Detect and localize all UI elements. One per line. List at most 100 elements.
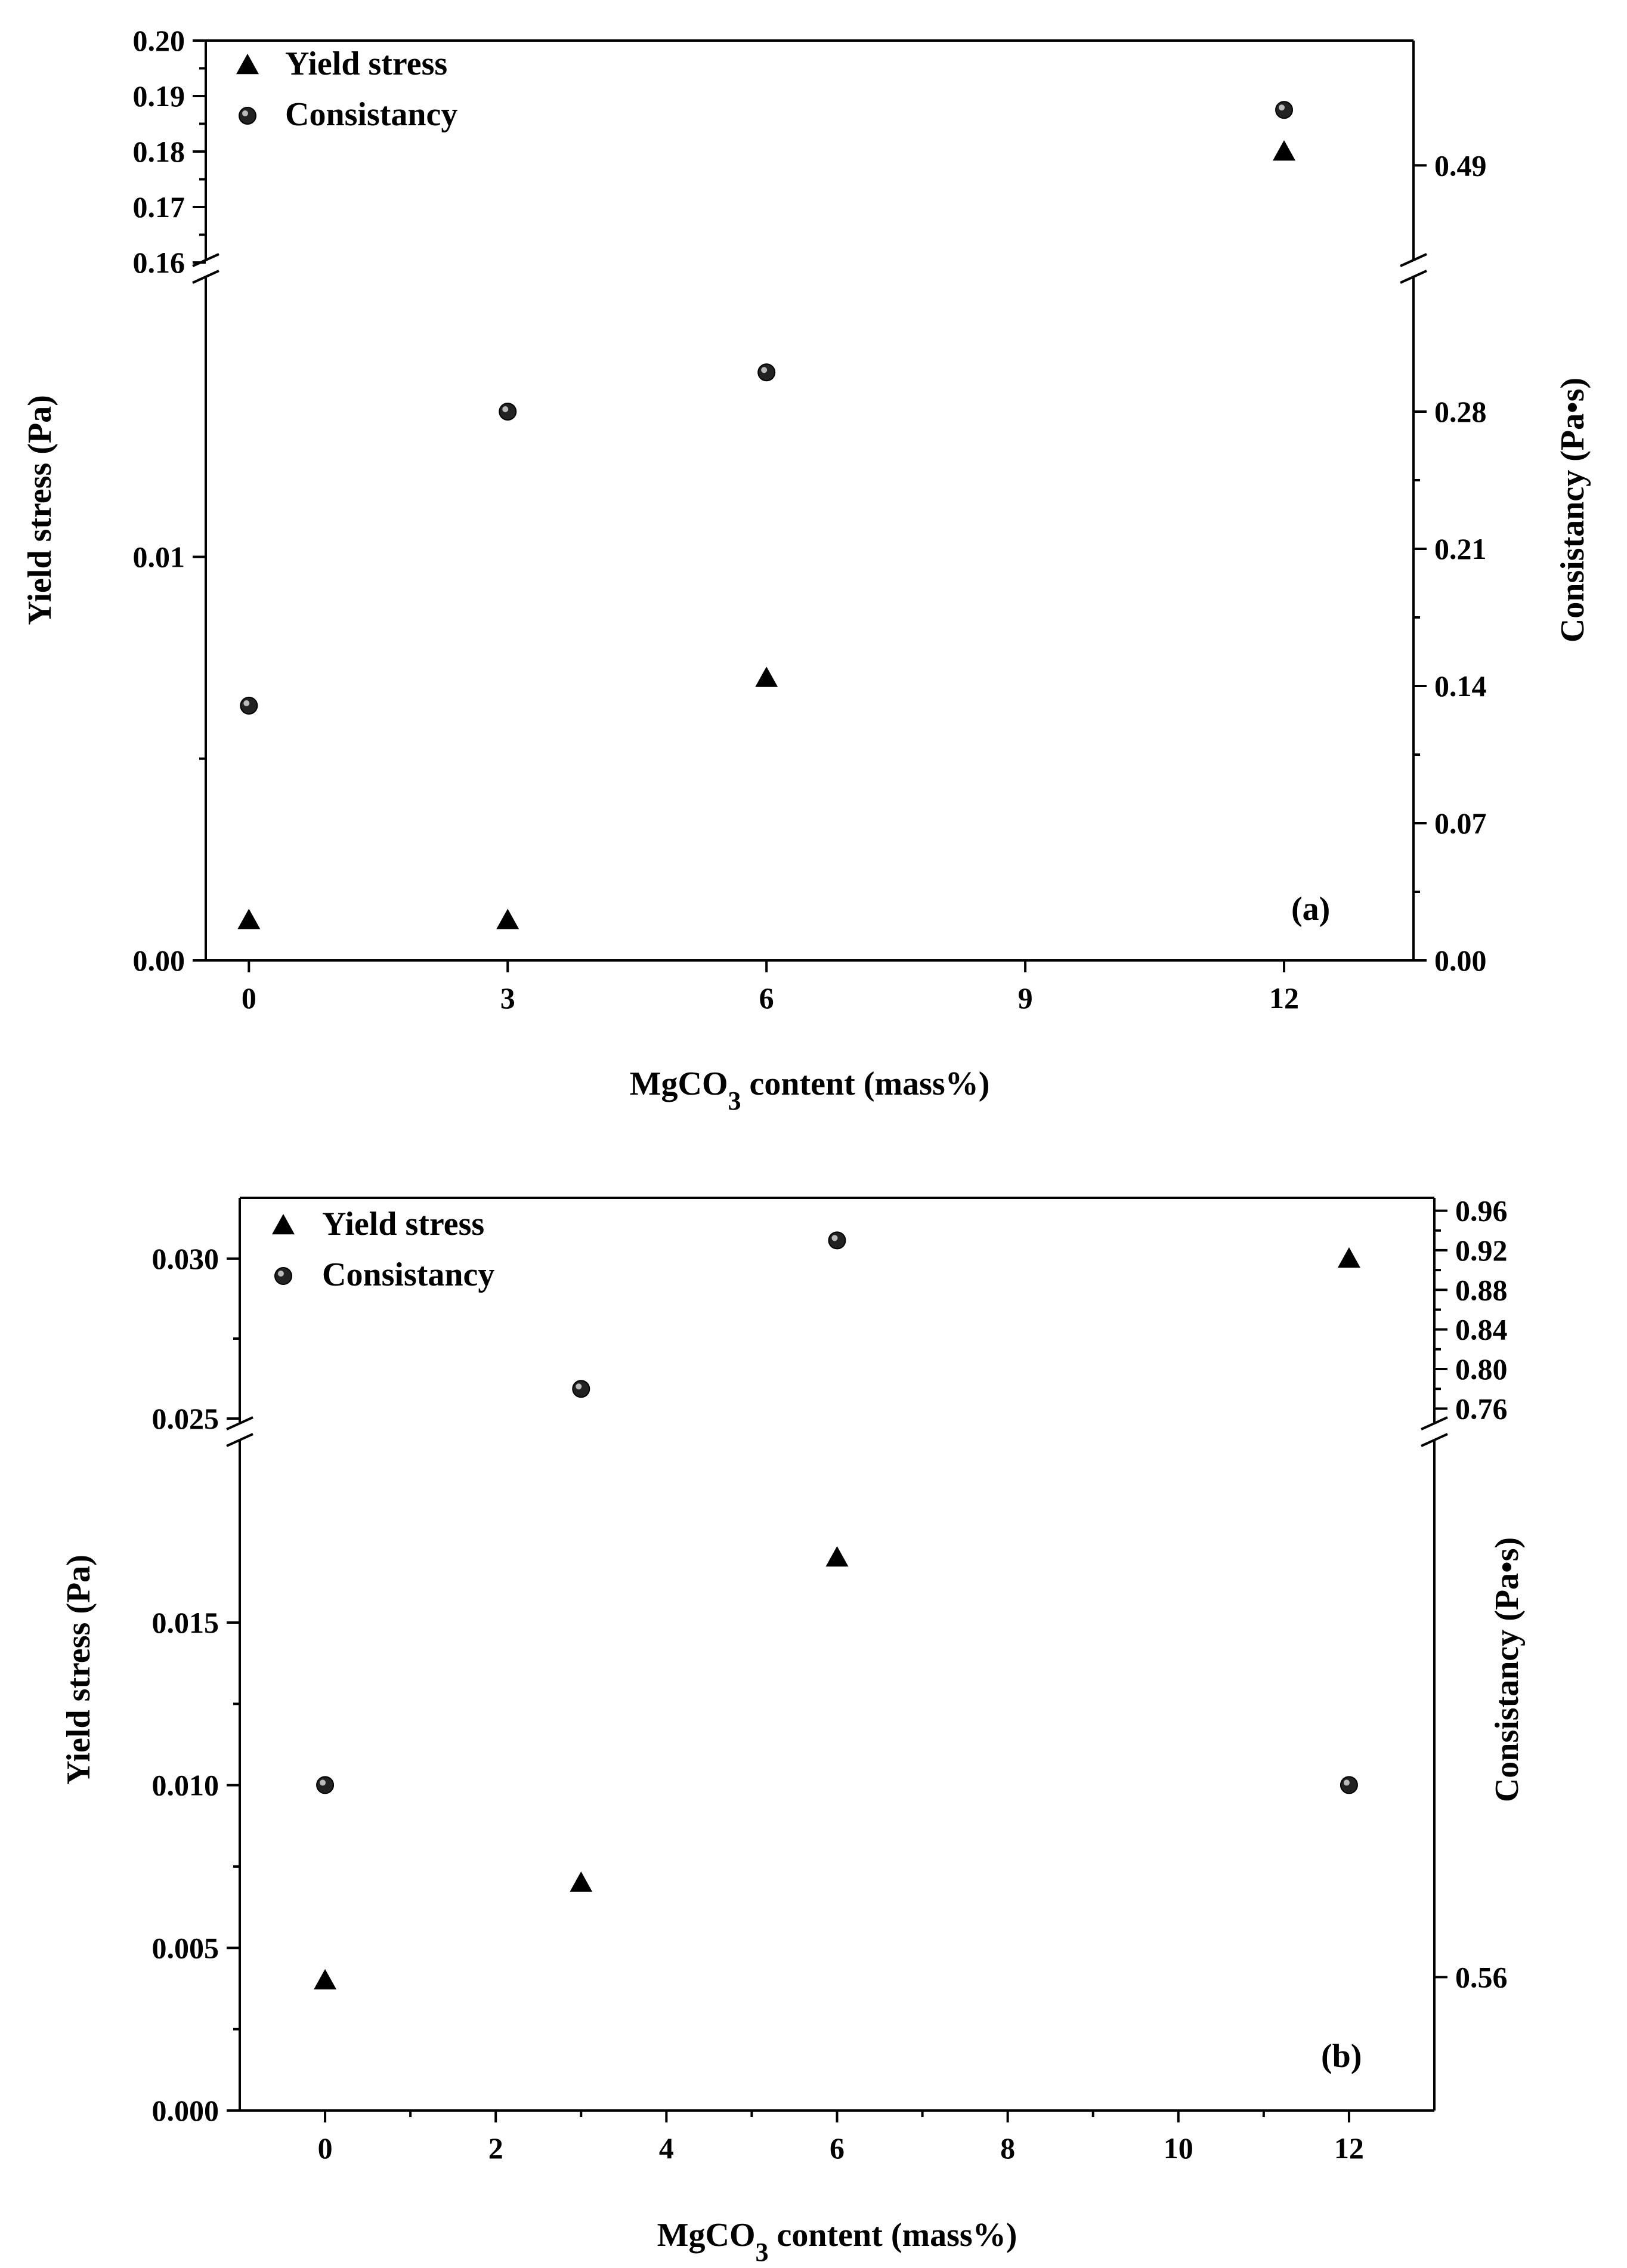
- y-left-tick-label: 0.005: [152, 1931, 219, 1964]
- marker-highlight: [320, 1779, 326, 1786]
- y-right-tick-label: 0.76: [1455, 1392, 1508, 1425]
- axis-break-mark: [1400, 270, 1427, 284]
- y-right-tick-label: 0.07: [1434, 807, 1487, 840]
- marker-highlight: [1279, 104, 1285, 111]
- consistancy-point: [316, 1776, 335, 1794]
- y-right-tick-label: 0.56: [1455, 1960, 1508, 1994]
- y-left-tick-label: 0.015: [152, 1606, 219, 1639]
- yield-stress-point: [1337, 1247, 1360, 1268]
- y-right-tick-label: 0.21: [1434, 532, 1487, 566]
- x-axis-title: MgCO3 content (mass%): [657, 2217, 1017, 2267]
- axis-break-mark: [192, 270, 219, 284]
- marker-highlight: [576, 1383, 582, 1390]
- consistancy-point: [240, 696, 258, 715]
- x-axis-title-rest: content (mass%): [741, 1065, 990, 1102]
- consistancy-point: [1275, 101, 1294, 119]
- x-tick-label: 9: [1018, 981, 1033, 1015]
- legend-triangle-icon: [236, 54, 259, 75]
- x-axis-title: MgCO3 content (mass%): [630, 1065, 990, 1116]
- x-axis-title-main: MgCO: [630, 1065, 728, 1102]
- y-left-tick-label: 0.20: [133, 24, 185, 57]
- y-right-axis-title: Consistancy (Pa•s): [1554, 378, 1591, 642]
- marker-highlight: [278, 1271, 284, 1277]
- y-right-tick-label: 0.28: [1434, 395, 1487, 428]
- y-right-tick-label: 0.84: [1455, 1313, 1508, 1346]
- marker-body: [274, 1267, 292, 1285]
- legend-triangle-icon: [272, 1214, 295, 1235]
- x-tick-label: 2: [488, 2131, 503, 2165]
- panel-a: 0 3 6 9 12 0.00 0.01 0.16 0.17 0.18 0.19 0.20 0.00 0.…: [21, 24, 1591, 1116]
- y-right-tick-label: 0.49: [1434, 149, 1487, 182]
- y-right-tick-label: 0.00: [1434, 944, 1487, 977]
- consistancy-point: [499, 403, 517, 421]
- x-tick-label: 3: [500, 981, 515, 1015]
- y-right-tick-label: 0.96: [1455, 1194, 1508, 1228]
- consistancy-point: [1340, 1776, 1358, 1794]
- y-left-axis-title: Yield stress (Pa): [21, 395, 58, 625]
- y-left-tick-label: 0.19: [133, 79, 185, 113]
- legend-circle-icon: [274, 1267, 292, 1285]
- legend-label-consistancy: Consistancy: [322, 1256, 494, 1293]
- marker-body: [757, 363, 776, 382]
- axis-break-mark: [1421, 1416, 1448, 1430]
- marker-body: [1340, 1776, 1358, 1794]
- x-tick-label: 12: [1269, 981, 1299, 1015]
- y-right-tick-label: 0.80: [1455, 1352, 1508, 1386]
- legend-label-consistancy: Consistancy: [285, 96, 457, 133]
- y-left-tick-label: 0.17: [133, 190, 185, 224]
- y-right-tick-label: 0.92: [1455, 1234, 1508, 1267]
- marker-body: [572, 1380, 590, 1398]
- axis-break-mark: [1400, 253, 1427, 267]
- legend-label-yield-stress: Yield stress: [285, 45, 447, 82]
- yield-stress-point: [1273, 140, 1296, 161]
- x-axis-title-main: MgCO: [657, 2217, 756, 2254]
- panel-label: (a): [1291, 891, 1330, 928]
- x-axis-title-sub: 3: [728, 1086, 741, 1116]
- axis-break-mark: [192, 253, 219, 267]
- x-tick-label: 8: [1000, 2131, 1015, 2165]
- y-right-tick-label: 0.14: [1434, 669, 1487, 703]
- y-left-tick-label: 0.030: [152, 1242, 219, 1275]
- y-left-tick-label: 0.00: [133, 944, 185, 977]
- x-tick-label: 0: [242, 981, 256, 1015]
- axis-break-mark: [1421, 1433, 1448, 1447]
- marker-body: [499, 403, 517, 421]
- y-left-tick-label: 0.16: [133, 246, 185, 279]
- y-left-tick-label: 0.025: [152, 1402, 219, 1435]
- consistancy-point: [572, 1380, 590, 1398]
- x-tick-label: 6: [759, 981, 774, 1015]
- y-left-tick-label: 0.000: [152, 2094, 219, 2127]
- consistancy-point: [828, 1231, 846, 1250]
- marker-body: [316, 1776, 335, 1794]
- marker-body: [239, 107, 256, 125]
- y-right-tick-label: 0.88: [1455, 1273, 1508, 1306]
- marker-highlight: [242, 110, 248, 116]
- legend-label-yield-stress: Yield stress: [322, 1206, 484, 1243]
- yield-stress-point: [570, 1871, 593, 1892]
- x-tick-label: 0: [318, 2131, 333, 2165]
- consistancy-point: [757, 363, 776, 382]
- x-tick-label: 6: [830, 2131, 845, 2165]
- yield-stress-point: [755, 666, 778, 687]
- marker-body: [240, 696, 258, 715]
- y-left-tick-label: 0.01: [133, 540, 185, 574]
- marker-body: [828, 1231, 846, 1250]
- x-axis-title-sub: 3: [756, 2238, 769, 2267]
- panel-b: 0 2 4 6 8 10 12 0.000 0.005 0.010 0.015 0.025 0.030 0…: [60, 1194, 1526, 2267]
- marker-highlight: [831, 1235, 838, 1241]
- legend-circle-icon: [239, 107, 256, 125]
- x-tick-label: 4: [659, 2131, 674, 2165]
- x-axis-title-rest: content (mass%): [769, 2217, 1017, 2254]
- marker-body: [1275, 101, 1294, 119]
- marker-highlight: [502, 406, 509, 412]
- yield-stress-point: [237, 909, 261, 929]
- yield-stress-point: [496, 909, 519, 929]
- axis-break-mark: [226, 1433, 253, 1447]
- yield-stress-point: [825, 1546, 849, 1567]
- x-tick-label: 10: [1164, 2131, 1193, 2165]
- marker-highlight: [761, 367, 768, 373]
- yield-stress-point: [314, 1969, 337, 1990]
- y-left-tick-label: 0.18: [133, 135, 185, 168]
- marker-highlight: [243, 700, 250, 706]
